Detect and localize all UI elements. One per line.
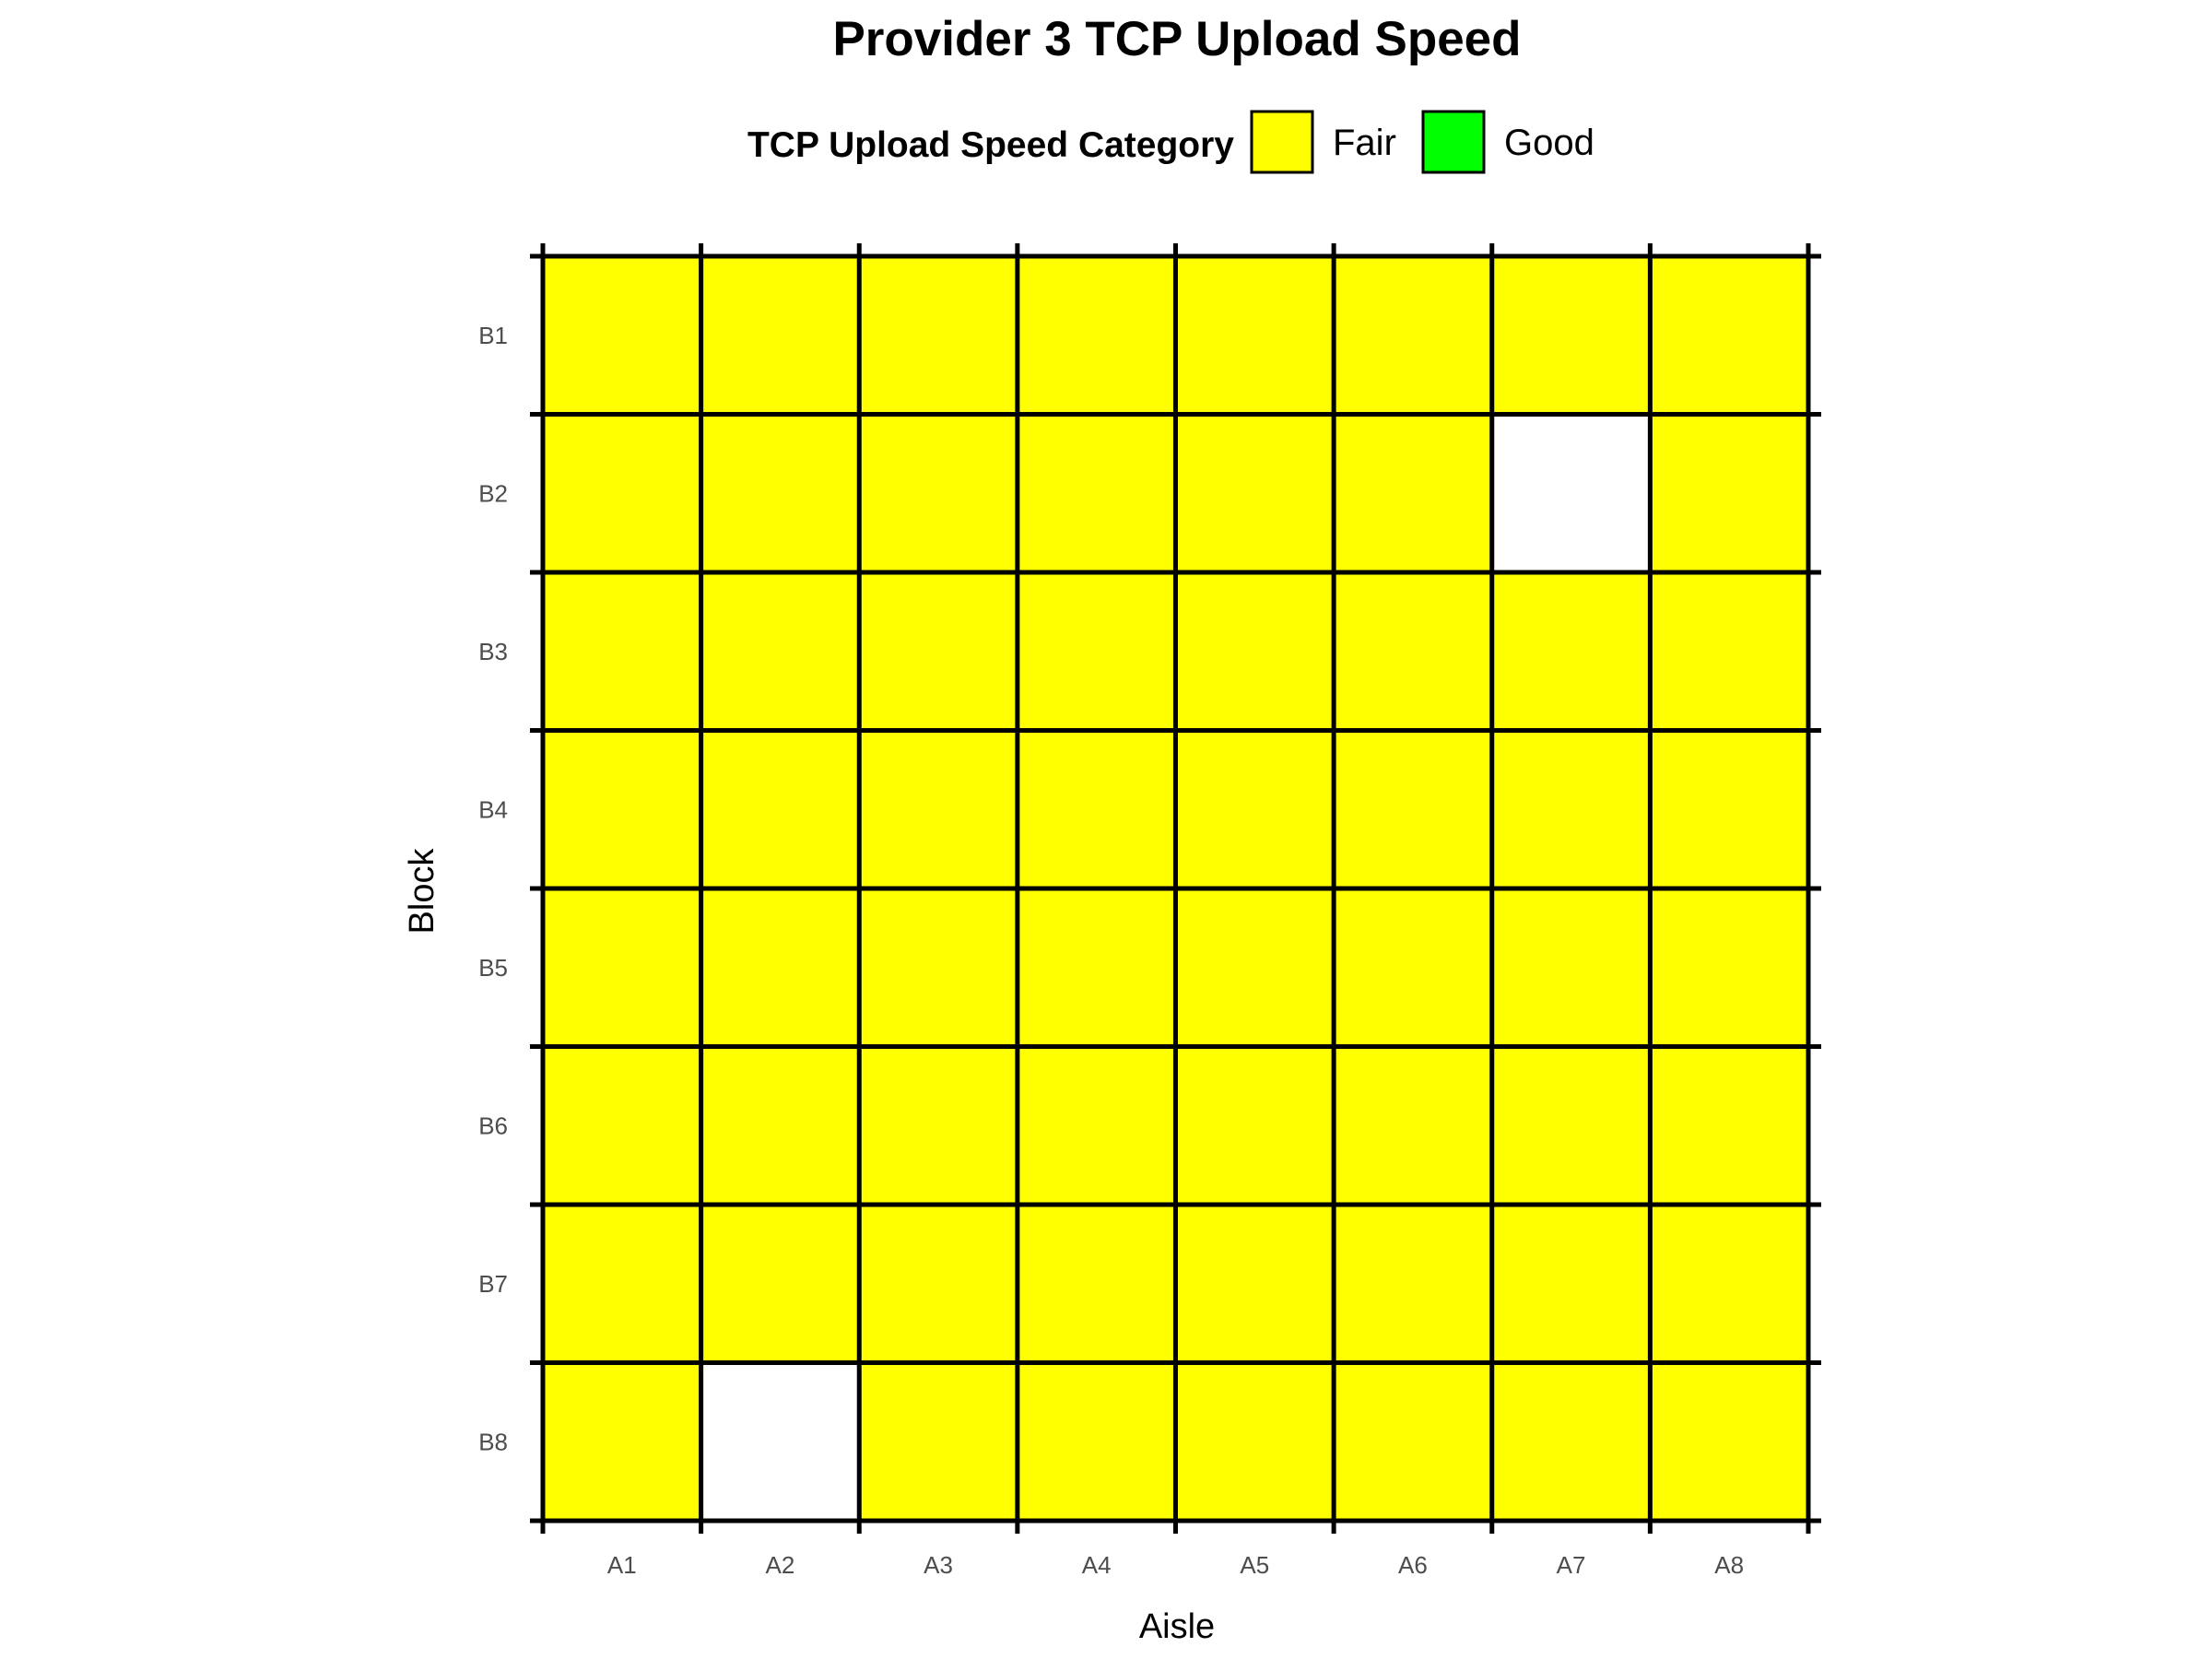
heatmap-cell-B2-A8 xyxy=(1650,414,1808,572)
heatmap-cell-B7-A6 xyxy=(1334,1205,1492,1363)
y-tick-label: B2 xyxy=(478,479,508,507)
heatmap-cell-B2-A2 xyxy=(700,414,860,572)
heatmap-cell-B5-A3 xyxy=(859,888,1018,1047)
x-tick-label: A4 xyxy=(1082,1551,1112,1579)
y-tick-label: B1 xyxy=(478,322,508,349)
heatmap-cell-B2-A7 xyxy=(1491,414,1651,572)
legend-key-fair xyxy=(1250,110,1314,174)
chart-title: Provider 3 TCP Upload Speed xyxy=(832,12,1521,66)
heatmap-cell-B1-A3 xyxy=(859,256,1018,415)
heatmap-cell-B1-A2 xyxy=(700,256,860,415)
heatmap-cell-B1-A1 xyxy=(543,256,701,415)
heatmap-cell-B7-A1 xyxy=(543,1205,701,1363)
heatmap-cell-B4-A1 xyxy=(543,730,701,888)
y-tick-label: B4 xyxy=(478,795,508,823)
heatmap-cell-B7-A8 xyxy=(1650,1205,1808,1363)
heatmap-cell-B8-A5 xyxy=(1175,1362,1335,1521)
heatmap-cell-B6-A8 xyxy=(1650,1046,1808,1205)
heatmap-cell-B4-A8 xyxy=(1650,730,1808,888)
heatmap-cell-B1-A4 xyxy=(1017,256,1176,415)
x-tick-label: A3 xyxy=(924,1551,953,1579)
heatmap-cell-B5-A2 xyxy=(700,888,860,1047)
heatmap-cell-B8-A6 xyxy=(1334,1362,1492,1521)
heatmap-cell-B6-A1 xyxy=(543,1046,701,1205)
x-axis-ticks: A1 A2 A3 A4 A5 A6 A7 A8 xyxy=(607,1551,1744,1579)
heatmap-cell-B7-A4 xyxy=(1017,1205,1176,1363)
heatmap-cell-B2-A5 xyxy=(1175,414,1335,572)
legend-entries: Fair Good xyxy=(1250,110,1594,174)
legend-title: TCP Upload Speed Category xyxy=(747,125,1234,165)
heatmap-cell-B3-A3 xyxy=(859,572,1018,731)
heatmap-cell-B1-A5 xyxy=(1175,256,1335,415)
legend: TCP Upload Speed Category Fair Good xyxy=(747,110,1594,174)
heatmap-cell-B5-A8 xyxy=(1650,888,1808,1047)
heatmap-cell-B8-A2 xyxy=(700,1362,860,1521)
y-tick-label: B6 xyxy=(478,1112,508,1139)
y-tick-label: B8 xyxy=(478,1428,508,1455)
heatmap-cell-B4-A4 xyxy=(1017,730,1176,888)
heatmap-cell-B5-A5 xyxy=(1175,888,1335,1047)
heatmap-cell-B3-A6 xyxy=(1334,572,1492,731)
y-axis-ticks: B1 B2 B3 B4 B5 B6 B7 B8 xyxy=(478,322,508,1456)
heatmap-cell-B4-A5 xyxy=(1175,730,1335,888)
grid-lines xyxy=(530,243,1821,1534)
x-tick-label: A1 xyxy=(607,1551,637,1579)
heatmap-cell-B3-A7 xyxy=(1491,572,1651,731)
heatmap-cell-B5-A4 xyxy=(1017,888,1176,1047)
heatmap-cell-B1-A7 xyxy=(1491,256,1651,415)
y-tick-label: B5 xyxy=(478,954,508,982)
heatmap-cell-B6-A2 xyxy=(700,1046,860,1205)
heatmap-cell-B7-A3 xyxy=(859,1205,1018,1363)
heatmap-cell-B3-A4 xyxy=(1017,572,1176,731)
heatmap-cell-B6-A3 xyxy=(859,1046,1018,1205)
heatmap-cell-B3-A5 xyxy=(1175,572,1335,731)
heatmap-cell-B1-A6 xyxy=(1334,256,1492,415)
y-tick-label: B3 xyxy=(478,638,508,665)
heatmap-cell-B7-A2 xyxy=(700,1205,860,1363)
heatmap-cell-B4-A6 xyxy=(1334,730,1492,888)
legend-key-good xyxy=(1421,110,1486,174)
heatmap-cell-B8-A1 xyxy=(543,1362,701,1521)
heatmap-cell-B5-A7 xyxy=(1491,888,1651,1047)
heatmap-cell-B8-A7 xyxy=(1491,1362,1651,1521)
heatmap-cell-B7-A5 xyxy=(1175,1205,1335,1363)
heatmap-cell-B2-A3 xyxy=(859,414,1018,572)
x-tick-label: A2 xyxy=(766,1551,795,1579)
heatmap-cell-B6-A5 xyxy=(1175,1046,1335,1205)
legend-label-fair: Fair xyxy=(1333,123,1396,163)
heatmap-cell-B1-A8 xyxy=(1650,256,1808,415)
heatmap-cell-B8-A4 xyxy=(1017,1362,1176,1521)
heatmap-cell-B5-A1 xyxy=(543,888,701,1047)
heatmap-cell-B8-A8 xyxy=(1650,1362,1808,1521)
legend-label-good: Good xyxy=(1504,123,1594,163)
x-tick-label: A6 xyxy=(1398,1551,1428,1579)
heatmap-cell-B8-A3 xyxy=(859,1362,1018,1521)
heatmap-cell-B2-A1 xyxy=(543,414,701,572)
heatmap-cell-B7-A7 xyxy=(1491,1205,1651,1363)
heatmap-cell-B2-A4 xyxy=(1017,414,1176,572)
y-axis-label: Block xyxy=(403,848,441,935)
heatmap-cell-B4-A2 xyxy=(700,730,860,888)
heatmap-cell-B3-A8 xyxy=(1650,572,1808,731)
x-axis-label: Aisle xyxy=(1139,1607,1215,1646)
heatmap-cell-B2-A6 xyxy=(1334,414,1492,572)
x-tick-label: A8 xyxy=(1714,1551,1744,1579)
heatmap-cell-B6-A6 xyxy=(1334,1046,1492,1205)
heatmap-cell-B3-A2 xyxy=(700,572,860,731)
y-tick-label: B7 xyxy=(478,1270,508,1298)
x-tick-label: A5 xyxy=(1240,1551,1269,1579)
heatmap-cell-B4-A7 xyxy=(1491,730,1651,888)
heatmap-cell-B6-A7 xyxy=(1491,1046,1651,1205)
heatmap-cell-B4-A3 xyxy=(859,730,1018,888)
heatmap-cell-B6-A4 xyxy=(1017,1046,1176,1205)
heatmap-cells xyxy=(543,256,1808,1521)
heatmap-cell-B3-A1 xyxy=(543,572,701,731)
x-tick-label: A7 xyxy=(1557,1551,1586,1579)
heatmap-cell-B5-A6 xyxy=(1334,888,1492,1047)
